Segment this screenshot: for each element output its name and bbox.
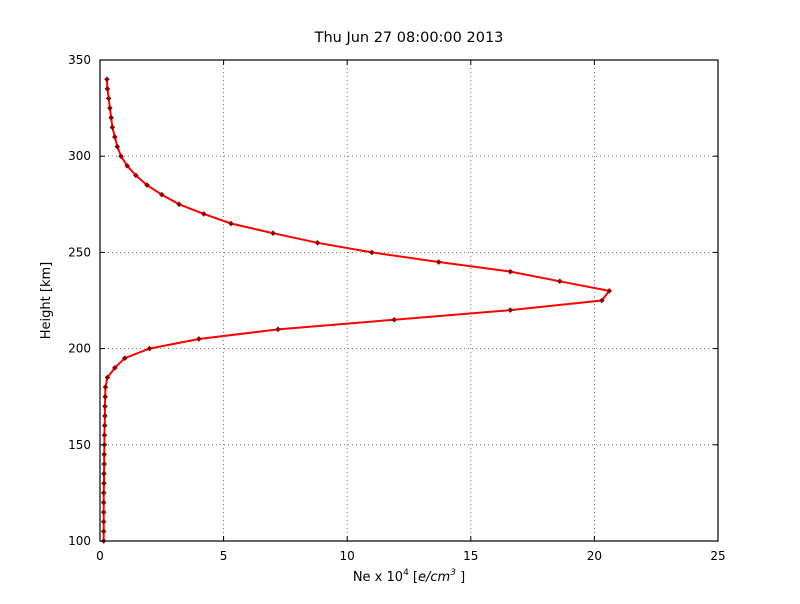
y-tick-label: 350 bbox=[68, 53, 91, 67]
x-tick-label: 15 bbox=[463, 549, 478, 563]
x-tick-label: 20 bbox=[587, 549, 602, 563]
x-tick-label: 0 bbox=[96, 549, 104, 563]
x-tick-label: 5 bbox=[220, 549, 228, 563]
data-point-markers bbox=[100, 76, 613, 544]
y-tick-label: 300 bbox=[68, 149, 91, 163]
y-tick-label: 250 bbox=[68, 245, 91, 259]
y-tick-label: 100 bbox=[68, 534, 91, 548]
x-tick-labels: 0 5 10 15 20 25 bbox=[96, 549, 725, 563]
x-tick-label: 10 bbox=[340, 549, 355, 563]
chart-title: Thu Jun 27 08:00:00 2013 bbox=[314, 30, 504, 46]
y-axis-label: Height [km] bbox=[39, 262, 54, 339]
data-series bbox=[100, 76, 613, 544]
x-tick-label: 25 bbox=[710, 549, 725, 563]
y-tick-labels: 100 150 200 250 300 350 bbox=[68, 53, 91, 548]
plot-frame bbox=[99, 59, 719, 542]
gridlines bbox=[99, 59, 719, 542]
y-tick-label: 200 bbox=[68, 342, 91, 356]
y-tick-label: 150 bbox=[68, 438, 91, 452]
axis-ticks bbox=[99, 59, 719, 542]
x-axis-label: Ne x 104 [e/cm3 ] bbox=[353, 568, 465, 585]
ne-profile-line bbox=[102, 78, 611, 542]
